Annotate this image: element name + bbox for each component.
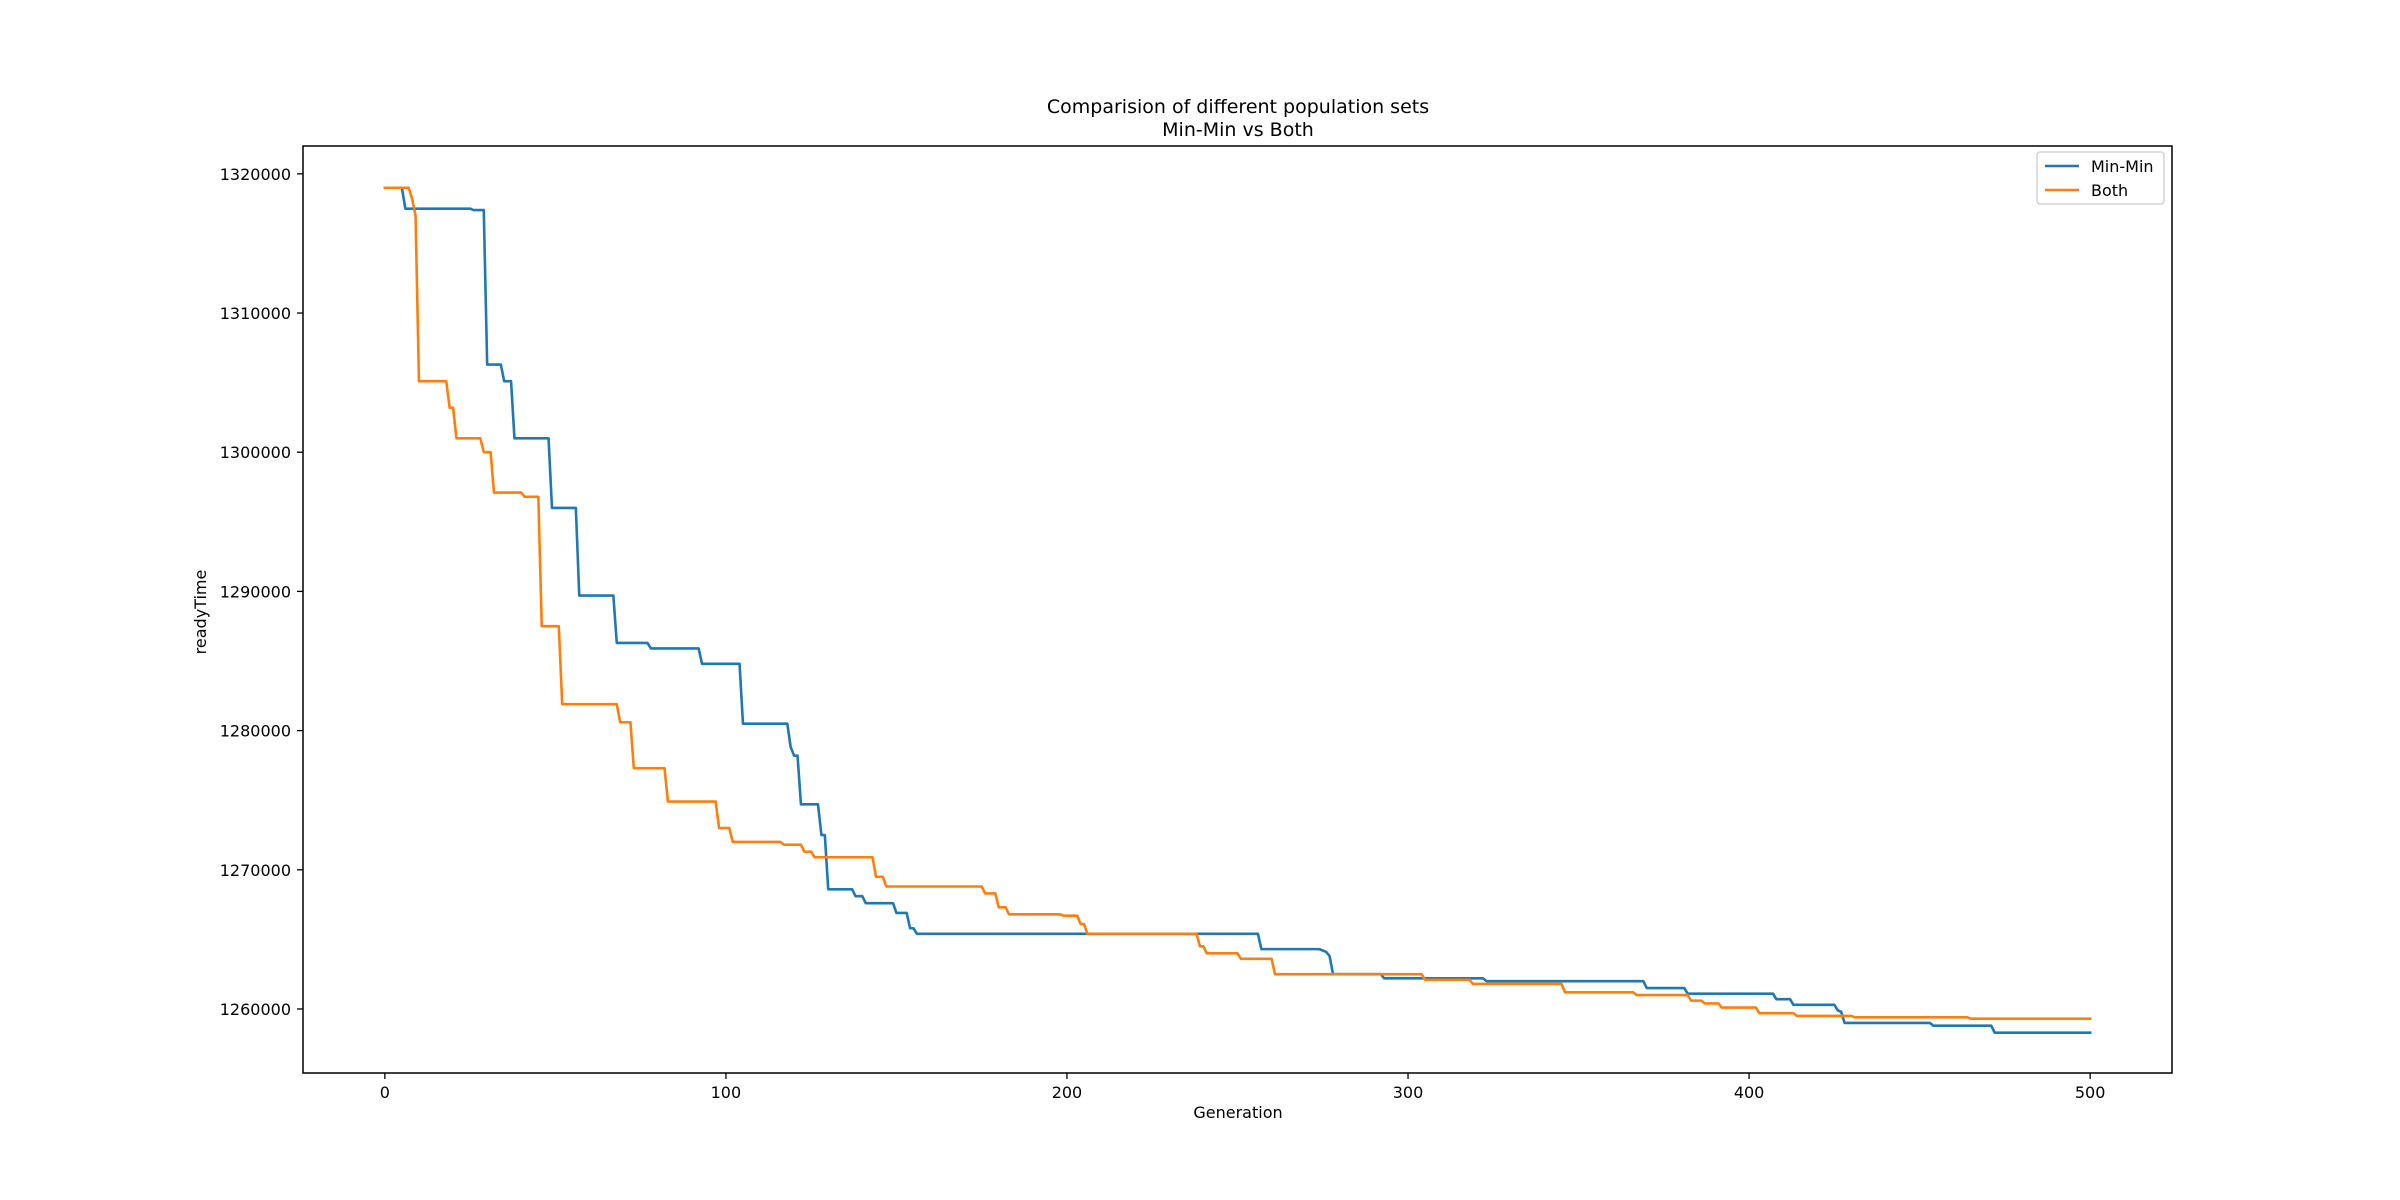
y-axis-label: readyTime [191,570,210,655]
plot-area: 0 100 200 300 400 500 1260000 1270000 1280000 129… [220,145,2173,1102]
y-tick-label: 1280000 [220,722,291,741]
y-tick-label: 1270000 [220,861,291,880]
x-tick-label: 200 [1052,1083,1083,1102]
y-tick-label: 1300000 [220,443,291,462]
x-axis-label: Generation [1193,1103,1282,1122]
chart-title: Comparision of different population sets [1047,96,1429,118]
chart-subtitle: Min-Min vs Both [1162,119,1314,141]
y-tick-label: 1290000 [220,582,291,601]
legend-label: Both [2091,181,2128,200]
x-tick-label: 0 [380,1083,390,1102]
legend: Min-Min Both [2036,151,2165,205]
legend-label: Min-Min [2091,157,2154,176]
y-tick-label: 1260000 [220,1000,291,1019]
series-line-both [383,186,2092,1021]
x-tick-label: 500 [2075,1083,2106,1102]
x-tick-label: 400 [1734,1083,1765,1102]
series-line-min-min [383,186,2092,1034]
y-tick-label: 1310000 [220,304,291,323]
x-tick-label: 300 [1393,1083,1424,1102]
plot-frame [302,145,2173,1074]
y-tick-label: 1320000 [220,165,291,184]
x-tick-label: 100 [711,1083,742,1102]
